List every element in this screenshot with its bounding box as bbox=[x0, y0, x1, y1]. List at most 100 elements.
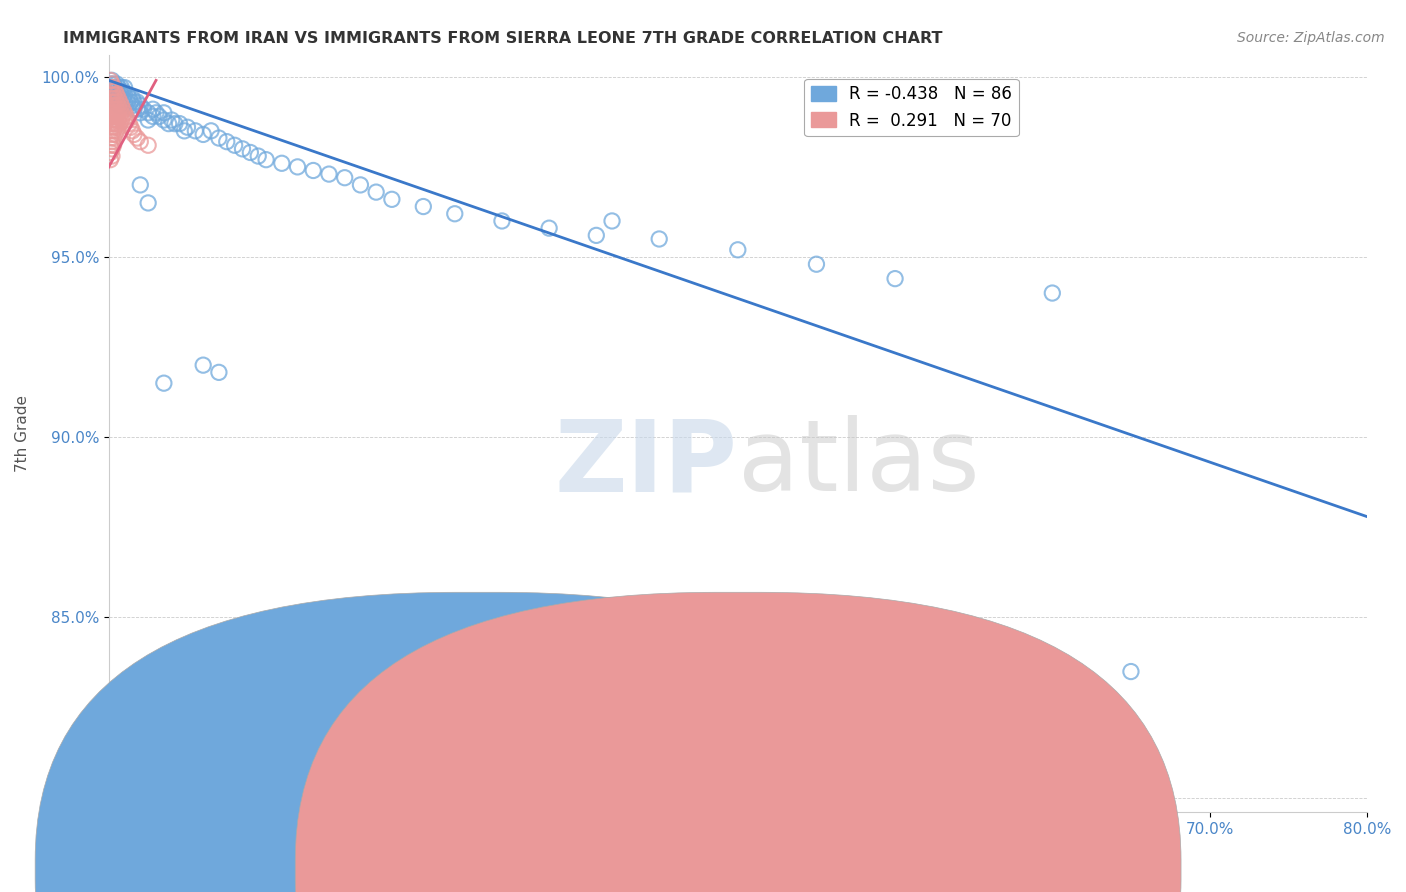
Point bbox=[107, 105, 129, 120]
Text: atlas: atlas bbox=[738, 416, 980, 512]
Point bbox=[108, 102, 131, 116]
Point bbox=[193, 128, 215, 142]
Point bbox=[100, 95, 122, 109]
Point bbox=[105, 84, 128, 98]
Point bbox=[110, 105, 132, 120]
Point bbox=[1040, 286, 1063, 301]
Point bbox=[127, 102, 149, 116]
Point bbox=[100, 110, 122, 124]
Point bbox=[648, 232, 671, 246]
Point bbox=[105, 91, 128, 105]
Point bbox=[101, 128, 124, 142]
Point bbox=[105, 124, 128, 138]
Point bbox=[101, 84, 124, 98]
Point bbox=[120, 120, 142, 135]
Point bbox=[176, 120, 198, 135]
Point bbox=[302, 163, 325, 178]
Point bbox=[105, 87, 128, 102]
Point bbox=[366, 185, 388, 199]
Y-axis label: 7th Grade: 7th Grade bbox=[15, 395, 30, 472]
Point bbox=[100, 102, 122, 116]
Point bbox=[101, 113, 124, 128]
Point bbox=[101, 142, 124, 156]
Point bbox=[129, 178, 152, 192]
Point bbox=[100, 145, 122, 160]
Point bbox=[153, 105, 176, 120]
Point bbox=[100, 84, 122, 98]
Point bbox=[110, 80, 132, 95]
Point bbox=[103, 110, 125, 124]
Point bbox=[114, 105, 136, 120]
Point bbox=[114, 80, 136, 95]
Point bbox=[136, 113, 159, 128]
Point bbox=[129, 98, 152, 112]
Point bbox=[114, 87, 136, 102]
Point bbox=[110, 98, 132, 112]
Point bbox=[104, 87, 127, 102]
Point bbox=[127, 131, 149, 145]
Point bbox=[104, 105, 127, 120]
Point bbox=[129, 105, 152, 120]
Point bbox=[100, 117, 122, 131]
Point bbox=[208, 365, 231, 379]
Point bbox=[129, 135, 152, 149]
Point bbox=[443, 207, 465, 221]
Text: Immigrants from Iran: Immigrants from Iran bbox=[520, 863, 683, 877]
Point bbox=[208, 131, 231, 145]
Point bbox=[107, 91, 129, 105]
Point bbox=[163, 117, 186, 131]
Point bbox=[110, 113, 132, 128]
Point bbox=[114, 113, 136, 128]
Point bbox=[806, 257, 828, 271]
Text: Source: ZipAtlas.com: Source: ZipAtlas.com bbox=[1237, 31, 1385, 45]
Point bbox=[132, 102, 155, 116]
Point bbox=[381, 192, 404, 206]
Point bbox=[101, 120, 124, 135]
Point bbox=[108, 117, 131, 131]
Point bbox=[122, 128, 145, 142]
Point bbox=[104, 95, 127, 109]
Point bbox=[100, 73, 122, 87]
Point bbox=[136, 105, 159, 120]
Point bbox=[287, 160, 309, 174]
Point bbox=[145, 105, 167, 120]
Point bbox=[1119, 665, 1142, 679]
Point bbox=[727, 243, 749, 257]
Point bbox=[100, 153, 122, 167]
Point bbox=[101, 73, 124, 87]
Point bbox=[107, 120, 129, 135]
Point bbox=[115, 110, 138, 124]
Point bbox=[114, 95, 136, 109]
Point bbox=[103, 131, 125, 145]
Point bbox=[107, 113, 129, 128]
Point bbox=[136, 138, 159, 153]
Point bbox=[104, 80, 127, 95]
Point bbox=[101, 105, 124, 120]
Point bbox=[538, 221, 561, 235]
Point bbox=[193, 358, 215, 372]
Point bbox=[142, 102, 165, 116]
Point bbox=[101, 91, 124, 105]
Point bbox=[104, 98, 127, 112]
Point bbox=[491, 214, 513, 228]
Text: ZIP: ZIP bbox=[555, 416, 738, 512]
Point bbox=[111, 91, 134, 105]
Point bbox=[105, 102, 128, 116]
Point bbox=[101, 77, 124, 91]
Point bbox=[103, 77, 125, 91]
Text: Immigrants from Sierra Leone: Immigrants from Sierra Leone bbox=[759, 863, 988, 877]
Point bbox=[121, 91, 143, 105]
Point bbox=[333, 170, 356, 185]
Point bbox=[104, 84, 127, 98]
Point bbox=[105, 95, 128, 109]
Point bbox=[103, 80, 125, 95]
Point bbox=[103, 87, 125, 102]
Legend: R = -0.438   N = 86, R =  0.291   N = 70: R = -0.438 N = 86, R = 0.291 N = 70 bbox=[804, 78, 1019, 136]
Text: IMMIGRANTS FROM IRAN VS IMMIGRANTS FROM SIERRA LEONE 7TH GRADE CORRELATION CHART: IMMIGRANTS FROM IRAN VS IMMIGRANTS FROM … bbox=[63, 31, 943, 46]
Point bbox=[160, 113, 183, 128]
Point bbox=[100, 124, 122, 138]
Point bbox=[585, 228, 607, 243]
Point bbox=[101, 135, 124, 149]
Point bbox=[103, 95, 125, 109]
Point bbox=[105, 110, 128, 124]
